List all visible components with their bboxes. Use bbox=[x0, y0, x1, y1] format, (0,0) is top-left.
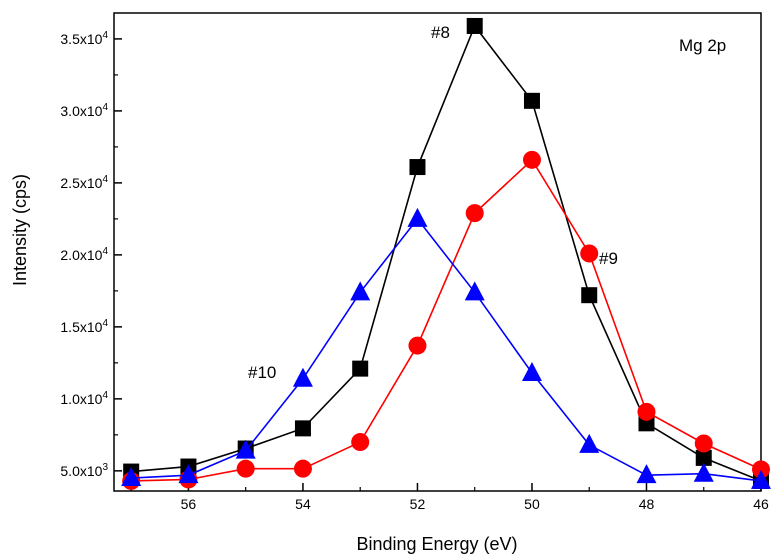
data-point-triangle bbox=[579, 433, 600, 453]
data-point-triangle bbox=[235, 439, 256, 459]
series-8 bbox=[123, 17, 769, 489]
data-point-triangle bbox=[636, 464, 657, 484]
y-tick-label: 2.5x104 bbox=[60, 174, 108, 191]
data-point-square bbox=[352, 360, 369, 377]
data-point-circle bbox=[694, 434, 713, 453]
y-tick-label: 5.0x103 bbox=[60, 462, 108, 479]
annotation-series-8: #8 bbox=[431, 23, 450, 42]
annotation-series-9: #9 bbox=[599, 249, 618, 268]
y-tick-label: 3.0x104 bbox=[60, 102, 108, 119]
x-tick-label: 56 bbox=[181, 496, 197, 512]
y-tick-label: 2.0x104 bbox=[60, 246, 108, 263]
data-point-circle bbox=[580, 244, 599, 263]
x-tick-label: 54 bbox=[295, 496, 311, 512]
data-point-triangle bbox=[292, 367, 313, 387]
data-point-triangle bbox=[350, 281, 371, 301]
series-line bbox=[131, 217, 762, 482]
series-line bbox=[131, 24, 762, 482]
data-point-square bbox=[294, 420, 311, 437]
data-point-circle bbox=[752, 460, 770, 479]
data-point-circle bbox=[408, 336, 427, 355]
data-point-triangle bbox=[407, 207, 428, 227]
data-point-circle bbox=[465, 204, 484, 223]
data-point-triangle bbox=[693, 462, 714, 482]
annotation-mg-2p: Mg 2p bbox=[679, 36, 726, 55]
y-tick-label: 1.5x104 bbox=[60, 318, 108, 335]
data-point-triangle bbox=[121, 467, 142, 487]
data-series bbox=[121, 17, 771, 490]
data-point-square bbox=[466, 17, 483, 34]
data-point-square bbox=[409, 159, 426, 176]
axis-ticks: 56 54 52 50 48 46 5.0x103 1.0x104 1.5x104 2.0x104… bbox=[60, 30, 769, 512]
data-point-circle bbox=[351, 433, 370, 452]
y-tick-label: 3.5x104 bbox=[60, 30, 108, 47]
x-axis-title: Binding Energy (eV) bbox=[356, 534, 517, 554]
y-tick-label: 1.0x104 bbox=[60, 390, 108, 407]
data-point-triangle bbox=[464, 281, 485, 301]
data-point-circle bbox=[293, 459, 312, 478]
data-point-triangle bbox=[751, 469, 771, 489]
series-10 bbox=[121, 207, 771, 489]
x-tick-label: 52 bbox=[410, 496, 426, 512]
data-point-circle bbox=[637, 402, 656, 421]
data-point-circle bbox=[522, 150, 541, 169]
data-point-square bbox=[695, 449, 712, 466]
annotation-series-10: #10 bbox=[248, 363, 276, 382]
data-point-triangle bbox=[521, 361, 542, 381]
data-point-triangle bbox=[178, 464, 199, 484]
x-tick-label: 50 bbox=[524, 496, 540, 512]
data-point-square bbox=[581, 287, 598, 304]
plot-frame bbox=[113, 12, 762, 492]
series-line bbox=[131, 158, 762, 482]
data-point-circle bbox=[236, 459, 255, 478]
x-tick-label: 46 bbox=[753, 496, 769, 512]
y-axis-title: Intensity (cps) bbox=[10, 174, 30, 286]
x-tick-label: 48 bbox=[639, 496, 655, 512]
data-point-square bbox=[523, 92, 540, 109]
